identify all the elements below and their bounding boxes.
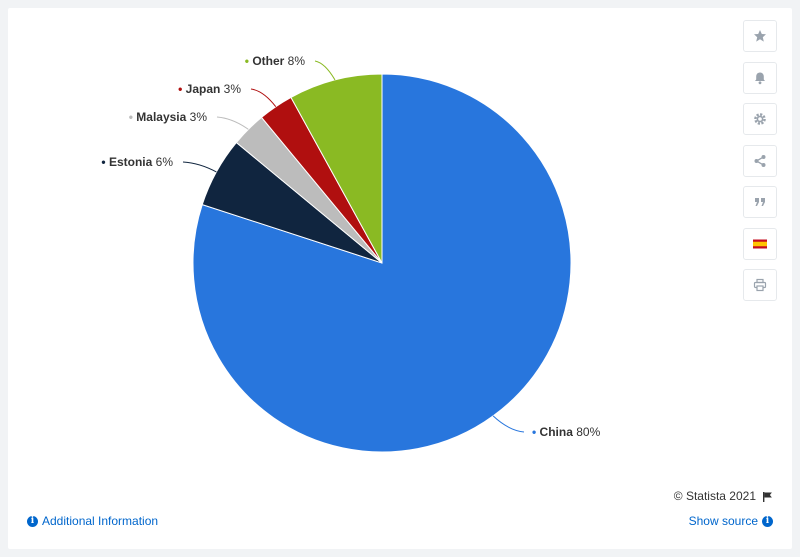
cite-button[interactable] <box>743 186 777 218</box>
connector-estonia <box>182 161 217 173</box>
info-icon: i <box>762 515 773 527</box>
quote-icon <box>755 198 765 206</box>
notification-button[interactable] <box>743 61 777 94</box>
data-label-malaysia: • Malaysia 3% <box>129 110 208 124</box>
settings-button[interactable] <box>743 103 777 135</box>
bell-icon <box>755 72 765 84</box>
data-label-japan: • Japan 3% <box>178 82 241 96</box>
flag-spain-icon <box>753 239 767 248</box>
data-label-china: • China 80% <box>532 425 601 439</box>
flag-icon[interactable] <box>762 491 773 502</box>
connector-malaysia <box>216 116 249 130</box>
data-label-estonia: • Estonia 6% <box>101 155 173 169</box>
share-button[interactable] <box>743 144 777 177</box>
language-button[interactable] <box>743 227 777 260</box>
copyright: © Statista 2021 <box>674 489 773 503</box>
toolbar <box>743 20 779 311</box>
data-label-other: • Other 8% <box>245 54 306 68</box>
print-icon <box>753 278 767 292</box>
share-icon <box>754 154 766 167</box>
additional-information-link[interactable]: i Additional Information <box>27 514 158 528</box>
show-source-link[interactable]: Show source i <box>689 514 773 528</box>
gear-icon <box>754 113 766 125</box>
connector-other <box>314 60 336 81</box>
info-icon: i <box>27 515 38 527</box>
print-button[interactable] <box>743 269 777 301</box>
show-source-label: Show source <box>688 514 758 528</box>
copyright-text: © Statista 2021 <box>673 489 756 503</box>
connector-china <box>492 415 525 433</box>
connector-japan <box>250 88 277 107</box>
star-icon <box>754 30 766 42</box>
pie-slice-other[interactable] <box>290 73 383 264</box>
additional-information-label: Additional Information <box>42 514 159 528</box>
favorite-button[interactable] <box>743 20 777 52</box>
